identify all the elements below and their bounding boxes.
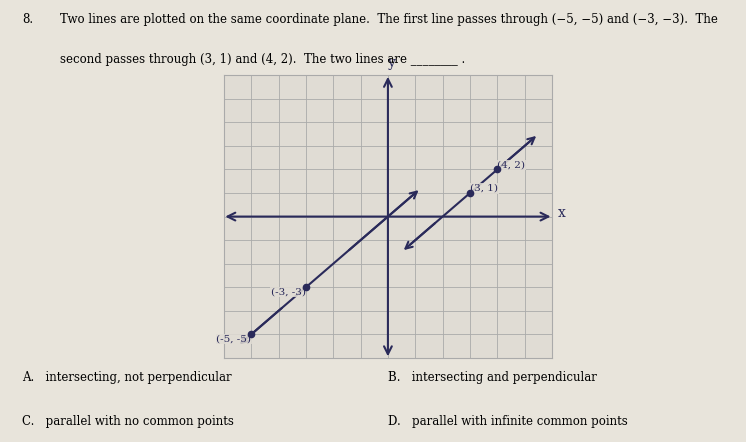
- Text: (3, 1): (3, 1): [470, 184, 498, 193]
- Text: 8.: 8.: [22, 13, 34, 26]
- Text: (4, 2): (4, 2): [498, 160, 525, 169]
- Text: y: y: [388, 57, 396, 70]
- Text: A.   intersecting, not perpendicular: A. intersecting, not perpendicular: [22, 371, 232, 384]
- Text: (-3, -3): (-3, -3): [271, 287, 306, 296]
- Text: C.   parallel with no common points: C. parallel with no common points: [22, 415, 234, 428]
- Text: x: x: [557, 206, 565, 220]
- Text: B.   intersecting and perpendicular: B. intersecting and perpendicular: [388, 371, 597, 384]
- Text: second passes through (3, 1) and (4, 2).  The two lines are ________ .: second passes through (3, 1) and (4, 2).…: [60, 53, 465, 66]
- Text: D.   parallel with infinite common points: D. parallel with infinite common points: [388, 415, 627, 428]
- Text: (-5, -5): (-5, -5): [216, 335, 251, 343]
- Text: Two lines are plotted on the same coordinate plane.  The first line passes throu: Two lines are plotted on the same coordi…: [60, 13, 718, 26]
